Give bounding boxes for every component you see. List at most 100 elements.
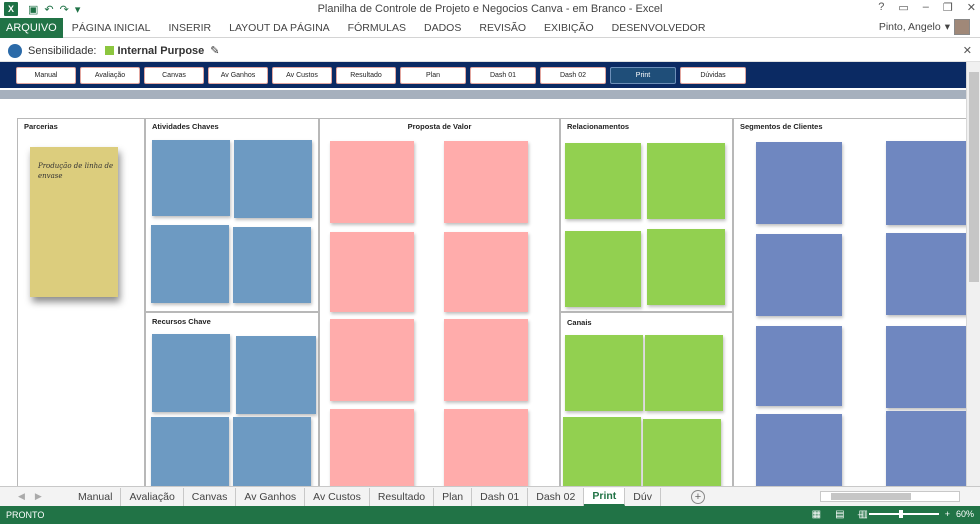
close-bar-icon[interactable]: ✕ [962, 45, 972, 57]
worksheet[interactable]: Manual Avaliação Canvas Av Ganhos Av Cus… [0, 62, 966, 486]
nav-button-manual[interactable]: Manual [16, 66, 76, 84]
zoom-in-icon[interactable]: + [944, 509, 950, 519]
zoom-out-icon[interactable]: – [857, 509, 863, 519]
sheet-tab-dash-01[interactable]: Dash 01 [472, 487, 529, 506]
sticky-note-green[interactable] [563, 417, 641, 486]
sticky-note-pink[interactable] [444, 409, 528, 486]
vertical-scroll-thumb[interactable] [969, 72, 979, 282]
window-title: Planilha de Controle de Projeto e Negoci… [317, 3, 663, 15]
minimize-icon[interactable]: – [922, 1, 929, 13]
relacionamentos-title: Relacionamentos [567, 122, 630, 131]
sheet-tab-plan[interactable]: Plan [434, 487, 473, 506]
sticky-note-green[interactable] [647, 143, 725, 219]
horizontal-scroll-thumb[interactable] [831, 493, 911, 500]
sticky-note-blue[interactable] [233, 227, 311, 303]
sheet-tab-canvas[interactable]: Canvas [184, 487, 237, 506]
sticky-note-purple[interactable] [756, 326, 842, 406]
customize-qat-icon[interactable]: ▾ [74, 3, 81, 16]
save-icon[interactable]: ▣ [28, 3, 39, 16]
sticky-note-green[interactable] [565, 143, 641, 219]
sheet-tab-av-ganhos[interactable]: Av Ganhos [236, 487, 306, 506]
tab-exibicao[interactable]: EXIBIÇÃO [544, 21, 594, 34]
sticky-note-blue[interactable] [233, 417, 311, 486]
sticky-note-blue[interactable] [152, 140, 230, 216]
vertical-scrollbar[interactable] [966, 62, 980, 486]
add-sheet-button[interactable]: + [690, 489, 705, 504]
sticky-note-blue[interactable] [236, 336, 316, 414]
tab-revisao[interactable]: REVISÃO [479, 21, 527, 34]
close-window-icon[interactable]: ✕ [966, 2, 976, 14]
horizontal-scrollbar[interactable] [820, 491, 960, 502]
tab-desenvolvedor[interactable]: DESENVOLVEDOR [611, 21, 706, 34]
tab-pagina-inicial[interactable]: PÁGINA INICIAL [71, 21, 151, 34]
nav-button-duvidas[interactable]: Dúvidas [680, 66, 746, 84]
sticky-note-pink[interactable] [330, 141, 414, 223]
sticky-note-text: Produção de linha de envase [38, 162, 114, 180]
sheet-tab-dash-02[interactable]: Dash 02 [528, 487, 585, 506]
help-icon[interactable]: ? [878, 1, 885, 13]
sticky-note-purple[interactable] [756, 142, 842, 224]
tab-dados[interactable]: DADOS [424, 21, 462, 34]
nav-button-plan[interactable]: Plan [400, 66, 466, 84]
chevron-right-icon[interactable]: ▶ [34, 491, 42, 501]
sensitivity-value[interactable]: Internal Purpose [117, 44, 205, 57]
nav-button-canvas[interactable]: Canvas [144, 66, 204, 84]
sticky-note-blue[interactable] [234, 140, 312, 218]
user-account[interactable]: Pinto, Angelo ▾ [879, 19, 970, 35]
sticky-note-purple[interactable] [756, 234, 842, 316]
tab-formulas[interactable]: FÓRMULAS [347, 21, 407, 34]
sticky-note-pink[interactable] [444, 232, 528, 312]
sensitivity-color-chip [104, 46, 114, 55]
sticky-note-green[interactable] [645, 335, 723, 411]
sticky-note-green[interactable] [565, 231, 641, 307]
sticky-note-purple[interactable] [886, 326, 966, 408]
undo-icon[interactable]: ↶ [44, 3, 54, 16]
sticky-note-blue[interactable] [151, 417, 229, 486]
sticky-note-purple[interactable] [886, 141, 966, 225]
redo-icon[interactable]: ↷ [59, 3, 69, 16]
sticky-note-blue[interactable] [152, 334, 230, 412]
sheet-tab-manual[interactable]: Manual [70, 487, 122, 506]
sensitivity-bar: Sensibilidade: Internal Purpose ✎ ✕ [0, 40, 980, 62]
sticky-note-pink[interactable] [444, 319, 528, 401]
zoom-slider-knob[interactable] [898, 510, 903, 518]
sticky-note-pink[interactable] [330, 409, 414, 486]
sticky-note-purple[interactable] [756, 414, 842, 486]
nav-button-av-ganhos[interactable]: Av Ganhos [208, 66, 268, 84]
nav-button-resultado[interactable]: Resultado [336, 66, 396, 84]
sticky-note-green[interactable] [643, 419, 721, 486]
nav-button-av-custos[interactable]: Av Custos [272, 66, 332, 84]
zoom-slider[interactable] [868, 510, 939, 518]
normal-view-icon[interactable]: ▦ [811, 509, 822, 520]
ribbon-display-icon[interactable]: ▭ [898, 2, 909, 14]
sticky-note-pink[interactable] [444, 141, 528, 223]
page-break-view-icon[interactable]: ▥ [858, 509, 868, 520]
sheet-tab-duv[interactable]: Dúv [625, 487, 661, 506]
restore-icon[interactable]: ❐ [942, 2, 953, 14]
chevron-left-icon[interactable]: ◀ [18, 491, 25, 501]
tab-arquivo[interactable]: ARQUIVO [0, 17, 63, 38]
sticky-note-yellow[interactable]: Produção de linha de envase [30, 147, 118, 297]
tab-layout-da-pagina[interactable]: LAYOUT DA PÁGINA [229, 21, 330, 34]
sticky-note-green[interactable] [565, 335, 643, 411]
sticky-note-blue[interactable] [151, 225, 229, 303]
sticky-note-purple[interactable] [886, 411, 966, 486]
nav-button-dash-02[interactable]: Dash 02 [540, 66, 606, 84]
nav-button-dash-01[interactable]: Dash 01 [470, 66, 536, 84]
sheet-tab-resultado[interactable]: Resultado [370, 487, 435, 506]
sticky-note-green[interactable] [647, 229, 725, 305]
sensitivity-icon [8, 43, 22, 58]
sticky-note-pink[interactable] [330, 232, 414, 312]
zoom-level[interactable]: 60% [955, 509, 974, 519]
sheet-tab-print[interactable]: Print [584, 487, 626, 506]
sticky-note-purple[interactable] [886, 233, 966, 315]
nav-button-avaliacao[interactable]: Avaliação [80, 66, 140, 84]
tab-inserir[interactable]: INSERIR [168, 21, 212, 34]
sheet-tab-avaliacao[interactable]: Avaliação [121, 487, 184, 506]
segmentos-de-clientes-title: Segmentos de Clientes [740, 122, 823, 131]
nav-button-print[interactable]: Print [610, 66, 676, 84]
sheet-tab-av-custos[interactable]: Av Custos [305, 487, 370, 506]
sticky-note-pink[interactable] [330, 319, 414, 401]
edit-pencil-icon[interactable]: ✎ [210, 45, 220, 57]
page-layout-view-icon[interactable]: ▤ [835, 509, 845, 520]
